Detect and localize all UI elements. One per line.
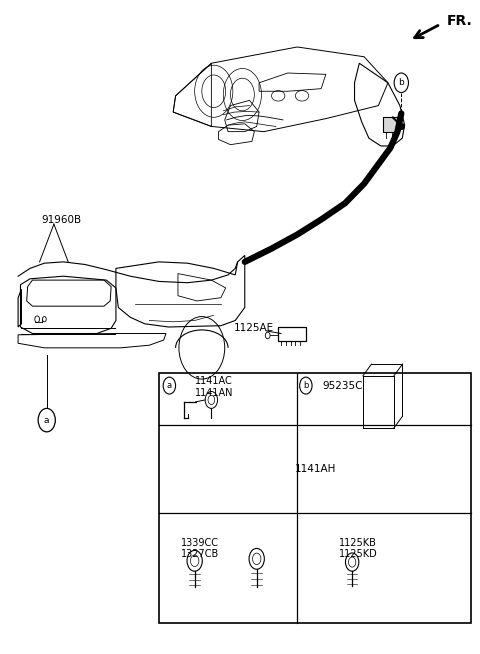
- Text: 1125KB
1125KD: 1125KB 1125KD: [338, 538, 377, 559]
- FancyBboxPatch shape: [383, 117, 397, 131]
- Text: 91960B: 91960B: [41, 215, 81, 224]
- Text: FR.: FR.: [447, 14, 472, 28]
- Text: 1125AE: 1125AE: [234, 323, 275, 334]
- Text: 95235C: 95235C: [323, 381, 363, 390]
- Text: 1141AH: 1141AH: [294, 464, 336, 473]
- Text: 1141AC
1141AN: 1141AC 1141AN: [194, 376, 233, 398]
- Text: b: b: [398, 78, 404, 87]
- Text: a: a: [167, 381, 172, 390]
- Text: a: a: [44, 416, 49, 424]
- Text: b: b: [303, 381, 309, 390]
- Text: 1339CC
1327CB: 1339CC 1327CB: [181, 538, 219, 559]
